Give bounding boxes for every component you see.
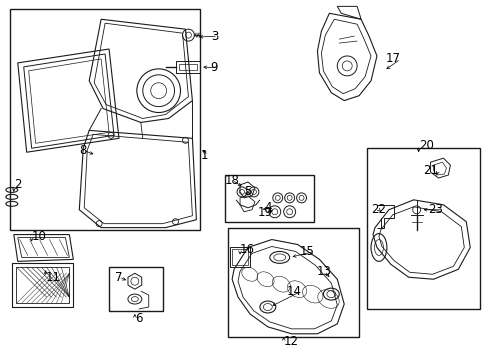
- Bar: [175, 61, 200, 73]
- Bar: [228, 228, 359, 337]
- Bar: [230, 247, 250, 267]
- Text: 18: 18: [224, 174, 240, 186]
- Text: 3: 3: [211, 30, 218, 42]
- Text: 16: 16: [240, 243, 255, 256]
- Text: 15: 15: [299, 245, 315, 258]
- Text: 6: 6: [135, 312, 143, 325]
- Text: 10: 10: [32, 230, 47, 243]
- Text: 2: 2: [14, 179, 21, 192]
- Text: 19: 19: [257, 206, 272, 219]
- Bar: [10, 9, 200, 230]
- Text: 7: 7: [115, 271, 122, 284]
- Text: 13: 13: [317, 265, 332, 278]
- Text: 11: 11: [46, 271, 61, 284]
- Text: 20: 20: [418, 139, 434, 152]
- Text: 5: 5: [245, 185, 252, 198]
- Bar: [109, 267, 163, 311]
- Bar: [225, 175, 315, 222]
- Bar: [232, 249, 248, 265]
- Text: 23: 23: [429, 203, 443, 216]
- Bar: [12, 264, 74, 307]
- Text: 14: 14: [287, 285, 301, 298]
- Text: 1: 1: [201, 149, 208, 162]
- Text: 21: 21: [423, 163, 439, 176]
- Bar: [367, 148, 480, 309]
- Text: 17: 17: [386, 53, 401, 66]
- Text: 12: 12: [284, 335, 299, 348]
- Text: 4: 4: [264, 201, 272, 214]
- Bar: [16, 267, 70, 303]
- Text: 9: 9: [211, 61, 218, 75]
- Bar: [178, 64, 197, 70]
- Text: 22: 22: [371, 203, 387, 216]
- Text: 8: 8: [79, 144, 87, 157]
